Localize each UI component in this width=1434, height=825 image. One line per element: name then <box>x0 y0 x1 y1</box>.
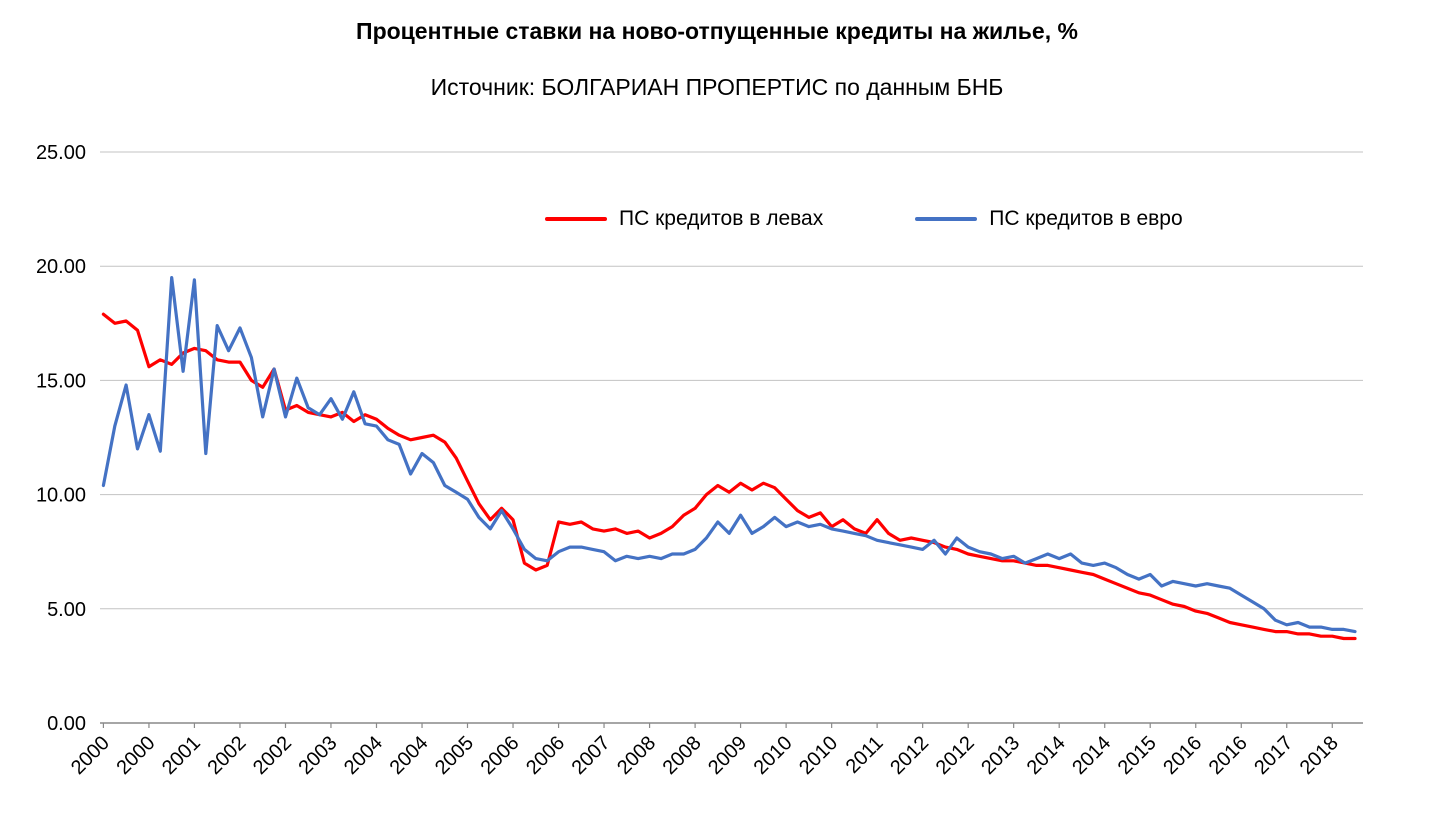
legend-label-euro: ПС кредитов в евро <box>989 207 1183 230</box>
x-axis-tick-label: 2008 <box>613 732 660 779</box>
x-axis-tick-label: 2007 <box>568 732 615 779</box>
x-axis-tick-label: 2014 <box>1023 732 1070 779</box>
x-axis-tick-label: 2011 <box>842 732 888 778</box>
y-axis-tick-label: 25.00 <box>36 142 86 164</box>
x-axis-tick-label: 2009 <box>704 732 751 779</box>
y-axis-tick-label: 0.00 <box>47 713 86 735</box>
y-axis-tick-label: 15.00 <box>36 370 86 392</box>
x-axis-tick-label: 2014 <box>1068 732 1115 779</box>
x-axis-tick-label: 2006 <box>477 732 524 779</box>
x-axis-tick-label: 2003 <box>294 732 341 779</box>
x-axis-tick-label: 2013 <box>977 732 1024 779</box>
x-axis-tick-label: 2005 <box>431 732 478 779</box>
x-axis-tick-label: 2010 <box>795 732 842 779</box>
chart-title: Процентные ставки на ново-отпущенные кре… <box>356 18 1078 44</box>
y-axis-tick-label: 10.00 <box>36 485 86 507</box>
legend-item-levs: ПС кредитов в левах <box>545 207 823 231</box>
levs-line-swatch-icon <box>545 217 607 221</box>
x-axis-tick-label: 2004 <box>340 732 387 779</box>
y-axis-tick-label: 20.00 <box>36 256 86 278</box>
series-line-euro <box>101 276 1357 634</box>
x-axis-tick-label: 2016 <box>1205 732 1252 779</box>
series-line-levs <box>101 312 1357 641</box>
x-axis-tick-label: 2012 <box>886 732 933 779</box>
euro-line-swatch-icon <box>915 217 978 221</box>
chart-subtitle: Источник: БОЛГАРИАН ПРОПЕРТИС по данным … <box>430 74 1004 100</box>
x-axis-tick-label: 2000 <box>67 732 114 779</box>
x-axis-tick-label: 2012 <box>932 732 979 779</box>
x-axis-tick-label: 2001 <box>158 732 205 779</box>
x-axis-tick-label: 2002 <box>203 732 250 779</box>
chart-legend: ПС кредитов в левах ПС кредитов в евро <box>545 207 1183 231</box>
x-axis-tick-label: 2016 <box>1159 732 1206 779</box>
legend-label-levs: ПС кредитов в левах <box>619 207 824 230</box>
x-axis-tick-label: 2018 <box>1296 732 1343 779</box>
x-axis-tick-label: 2008 <box>659 732 706 779</box>
x-axis-tick-label: 2002 <box>249 732 296 779</box>
x-axis-tick-label: 2000 <box>112 732 159 779</box>
x-axis-tick-label: 2004 <box>386 732 433 779</box>
x-axis-tick-label: 2010 <box>750 732 797 779</box>
y-axis-tick-label: 5.00 <box>47 599 86 621</box>
x-axis-tick-label: 2017 <box>1250 732 1297 779</box>
x-axis-tick-label: 2015 <box>1114 732 1161 779</box>
x-axis-tick-label: 2006 <box>522 732 569 779</box>
legend-item-euro: ПС кредитов в евро <box>915 207 1183 231</box>
